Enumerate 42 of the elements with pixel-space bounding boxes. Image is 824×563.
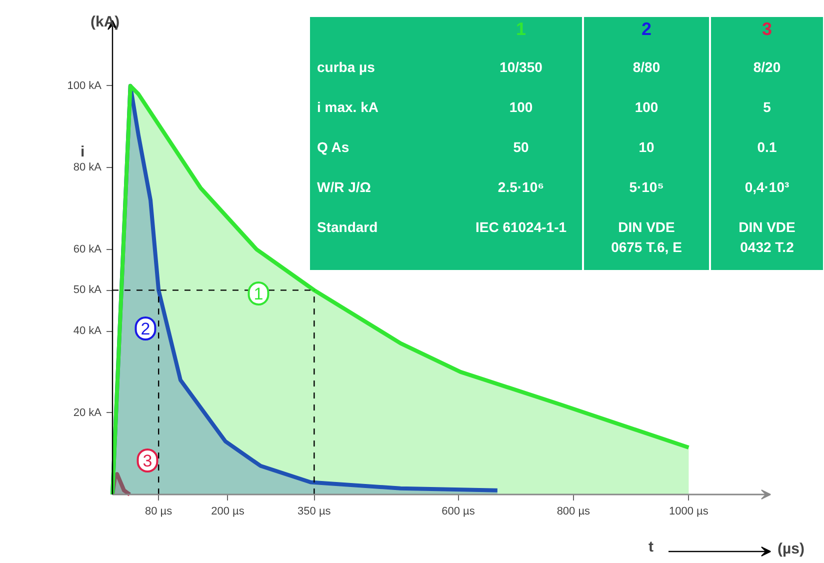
annotation: (kA) — [90, 14, 120, 30]
text: 3 — [762, 19, 772, 39]
text: 1 — [516, 19, 526, 39]
annotation: DIN VDE 0675 T.6, E — [583, 216, 710, 270]
y-tick-label: 80 kA — [73, 162, 102, 174]
series-label: 3 — [142, 452, 152, 470]
x-axis-title: t — [648, 538, 654, 556]
x-tick-label: 80 µs — [145, 506, 173, 518]
annotation: Q As — [316, 138, 350, 157]
annotation: DIN VDE 0432 T.2 — [710, 216, 823, 270]
text: (µs) — [778, 540, 804, 558]
y-tick-label: 40 kA — [73, 325, 102, 338]
annotation: 0,4·10³ — [710, 176, 823, 217]
annotation: Standard — [316, 218, 379, 237]
x-tick-label: 200 µs — [211, 506, 245, 518]
annotation: 0.1 — [710, 136, 823, 177]
annotation: 8/80 — [583, 56, 710, 97]
annotation: 50 — [512, 138, 530, 157]
annotation: curba µs — [316, 58, 376, 77]
annotation: 100 — [583, 96, 710, 137]
series-label: 1 — [254, 284, 264, 304]
annotation: i max. kA — [316, 98, 380, 117]
y-tick-label: 50 kA — [73, 284, 102, 296]
annotation: 5·10⁵ — [583, 176, 710, 217]
annotation: 100 — [508, 98, 534, 117]
text: 2 — [641, 19, 652, 39]
y-tick-label: 20 kA — [73, 406, 102, 419]
x-tick-label: 350 µs — [298, 506, 332, 518]
y-tick-label: 60 kA — [73, 243, 102, 256]
x-tick-label: 600 µs — [442, 506, 476, 518]
x-tick-label: 800 µs — [556, 506, 591, 518]
annotation: 8/20 — [710, 56, 823, 97]
series-label: 2 — [140, 320, 150, 338]
y-tick-label: 100 kA — [67, 80, 102, 92]
annotation: W/R J/Ω — [316, 178, 372, 197]
annotation: 5 — [710, 96, 823, 137]
annotation: 2.5·10⁶ — [496, 178, 546, 197]
annotation: 10/350 — [498, 58, 544, 77]
y-axis-title: i — [80, 144, 85, 160]
annotation: 10 — [583, 136, 710, 177]
x-tick-label: 1000 µs — [669, 506, 709, 518]
annotation: IEC 61024-1-1 — [474, 218, 568, 237]
